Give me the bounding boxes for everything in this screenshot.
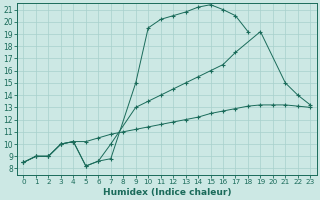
X-axis label: Humidex (Indice chaleur): Humidex (Indice chaleur) <box>103 188 231 197</box>
